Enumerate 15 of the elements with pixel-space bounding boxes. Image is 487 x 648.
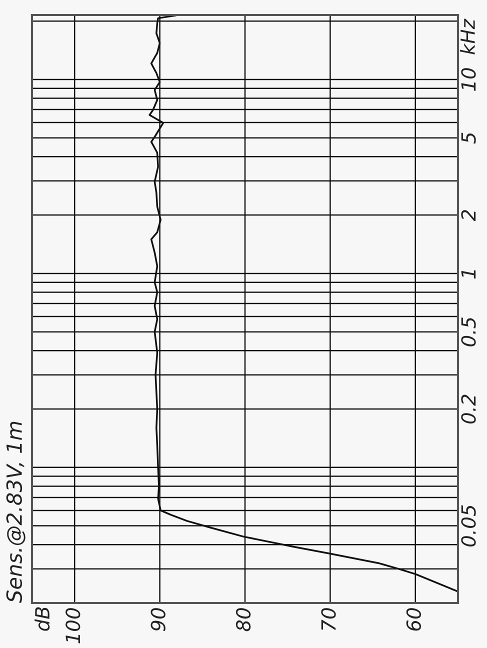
text: Sens.@2.83V, 1m (6, 422, 26, 603)
text: dB (34, 607, 50, 631)
y-tick-label: 0.2 (461, 394, 476, 424)
y-tick-label: 0.05 (461, 505, 476, 546)
y-tick-label: 0.5 (461, 317, 476, 346)
x-tick-label: 100 (66, 608, 80, 644)
x-tick-label: 90 (150, 608, 166, 632)
x-tick-label: 80 (236, 608, 251, 632)
y-tick-label: 10 (461, 68, 476, 91)
y-tick-label: 5 (461, 132, 476, 144)
x-tick-label: 60 (406, 608, 422, 631)
y-axis-title: kHz (460, 18, 475, 54)
y-tick-label: 2 (461, 210, 476, 222)
x-tick-label: 70 (321, 608, 336, 630)
y-tick-label: 1 (461, 270, 476, 279)
